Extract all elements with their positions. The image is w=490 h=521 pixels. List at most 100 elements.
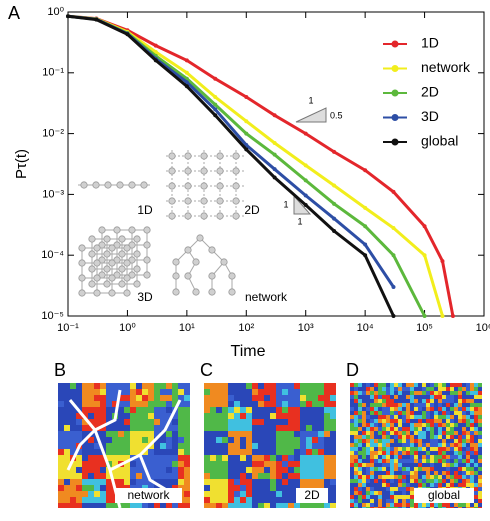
texture-cell xyxy=(382,499,386,503)
texture-cell xyxy=(58,425,64,431)
lattice-node xyxy=(184,246,192,254)
texture-cell xyxy=(288,437,294,443)
texture-cell xyxy=(258,437,264,443)
lattice-node xyxy=(200,152,208,160)
texture-cell xyxy=(402,399,406,403)
texture-cell xyxy=(370,447,374,451)
texture-cell xyxy=(82,491,88,497)
texture-cell xyxy=(414,431,418,435)
texture-cell xyxy=(422,383,426,387)
texture-cell xyxy=(112,503,118,508)
texture-cell xyxy=(312,461,318,467)
data-point xyxy=(66,14,70,19)
texture-cell xyxy=(288,407,294,413)
texture-cell xyxy=(366,479,370,483)
texture-cell xyxy=(172,431,178,437)
texture-cell xyxy=(378,487,382,491)
texture-cell xyxy=(142,419,148,425)
texture-cell xyxy=(470,435,474,439)
texture-cell xyxy=(378,403,382,407)
data-point xyxy=(213,76,218,81)
texture-cell xyxy=(76,461,82,467)
texture-cell xyxy=(142,503,148,508)
texture-cell xyxy=(406,475,410,479)
texture-cell xyxy=(258,425,264,431)
texture-cell xyxy=(318,461,324,467)
texture-cell xyxy=(434,503,438,507)
texture-cell xyxy=(258,491,264,497)
texture-cell xyxy=(398,423,402,427)
texture-cell xyxy=(252,497,258,503)
texture-cell xyxy=(282,413,288,419)
texture-cell xyxy=(270,479,276,485)
texture-cell xyxy=(462,415,466,419)
texture-cell xyxy=(442,391,446,395)
texture-cell xyxy=(430,427,434,431)
texture-cell xyxy=(426,455,430,459)
texture-cell xyxy=(422,419,426,423)
lattice-node xyxy=(108,274,116,282)
texture-cell xyxy=(454,451,458,455)
texture-cell xyxy=(442,419,446,423)
texture-cell xyxy=(366,403,370,407)
texture-cell xyxy=(106,437,112,443)
y-tick-label: 10⁰ xyxy=(47,6,64,18)
legend-marker xyxy=(391,138,399,146)
texture-cell xyxy=(474,471,478,475)
texture-cell xyxy=(410,415,414,419)
texture-cell xyxy=(426,459,430,463)
texture-cell xyxy=(462,395,466,399)
texture-cell xyxy=(178,419,184,425)
texture-cell xyxy=(462,451,466,455)
texture-cell xyxy=(252,491,258,497)
texture-cell xyxy=(216,503,222,508)
texture-cell xyxy=(470,479,474,483)
texture-cell xyxy=(350,455,354,459)
texture-cell xyxy=(406,427,410,431)
lattice-node xyxy=(196,234,204,242)
texture-cell xyxy=(418,419,422,423)
texture-cell xyxy=(118,455,124,461)
texture-cell xyxy=(112,401,118,407)
texture-cell xyxy=(222,401,228,407)
texture-cell xyxy=(382,391,386,395)
texture-cell xyxy=(288,395,294,401)
data-point xyxy=(332,229,337,234)
texture-cell xyxy=(430,407,434,411)
y-tick-label: 10⁻³ xyxy=(42,188,64,200)
texture-cell xyxy=(402,491,406,495)
texture-cell xyxy=(366,407,370,411)
texture-cell xyxy=(166,479,172,485)
texture-cell xyxy=(216,383,222,389)
texture-cell xyxy=(350,423,354,427)
texture-cell xyxy=(288,443,294,449)
texture-cell xyxy=(446,403,450,407)
texture-cell xyxy=(430,411,434,415)
texture-cell xyxy=(386,387,390,391)
texture-cell xyxy=(358,431,362,435)
texture-cell xyxy=(264,503,270,508)
texture-cell xyxy=(438,443,442,447)
texture-cell xyxy=(426,435,430,439)
texture-cell xyxy=(426,483,430,487)
texture-cell xyxy=(450,427,454,431)
texture-cell xyxy=(106,455,112,461)
texture-cell xyxy=(450,391,454,395)
texture-cell xyxy=(402,507,406,508)
texture-cell xyxy=(350,447,354,451)
texture-cell xyxy=(234,473,240,479)
data-point xyxy=(440,259,445,264)
texture-cell xyxy=(130,395,136,401)
texture-cell xyxy=(252,413,258,419)
texture-cell xyxy=(324,503,330,508)
texture-cell xyxy=(362,483,366,487)
texture-cell xyxy=(358,479,362,483)
texture-cell xyxy=(382,443,386,447)
texture-cell xyxy=(374,415,378,419)
texture-cell xyxy=(294,395,300,401)
texture-cell xyxy=(160,407,166,413)
texture-cell xyxy=(394,415,398,419)
texture-cell xyxy=(252,419,258,425)
texture-cell xyxy=(270,413,276,419)
texture-cell xyxy=(422,415,426,419)
